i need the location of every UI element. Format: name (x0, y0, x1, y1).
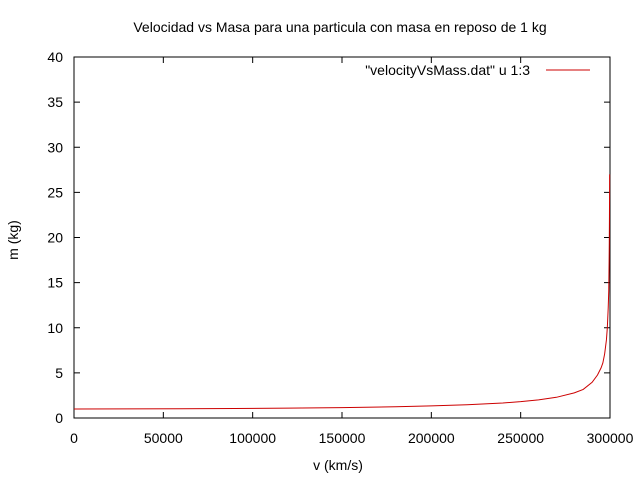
x-tick-label: 150000 (319, 430, 366, 446)
legend-entry-label: "velocityVsMass.dat" u 1:3 (365, 62, 530, 78)
y-tick-label: 0 (55, 410, 63, 426)
y-tick-label: 40 (47, 49, 63, 65)
plot-area-frame (73, 56, 611, 419)
y-tick-label: 25 (47, 184, 63, 200)
x-axis: 0 50000 100000 150000 200000 250000 300000 (70, 57, 634, 446)
series-group (73, 174, 611, 410)
x-tick-label: 50000 (144, 430, 183, 446)
x-tick-label: 100000 (229, 430, 276, 446)
y-tick-label: 10 (47, 320, 63, 336)
y-tick-label: 35 (47, 94, 63, 110)
legend: "velocityVsMass.dat" u 1:3 (365, 62, 590, 78)
y-axis-label: m (kg) (5, 220, 21, 260)
y-tick-label: 30 (47, 139, 63, 155)
y-tick-label: 15 (47, 275, 63, 291)
y-tick-label: 20 (47, 230, 63, 246)
x-tick-label: 0 (70, 430, 78, 446)
x-axis-label: v (km/s) (313, 457, 363, 473)
chart-title: Velocidad vs Masa para una particula con… (133, 19, 546, 35)
y-tick-label: 5 (55, 365, 63, 381)
x-tick-label: 300000 (587, 430, 634, 446)
series-line (73, 174, 611, 410)
x-tick-label: 250000 (497, 430, 544, 446)
y-axis: 0 5 10 15 20 25 30 35 40 (47, 49, 610, 426)
x-tick-label: 200000 (408, 430, 455, 446)
